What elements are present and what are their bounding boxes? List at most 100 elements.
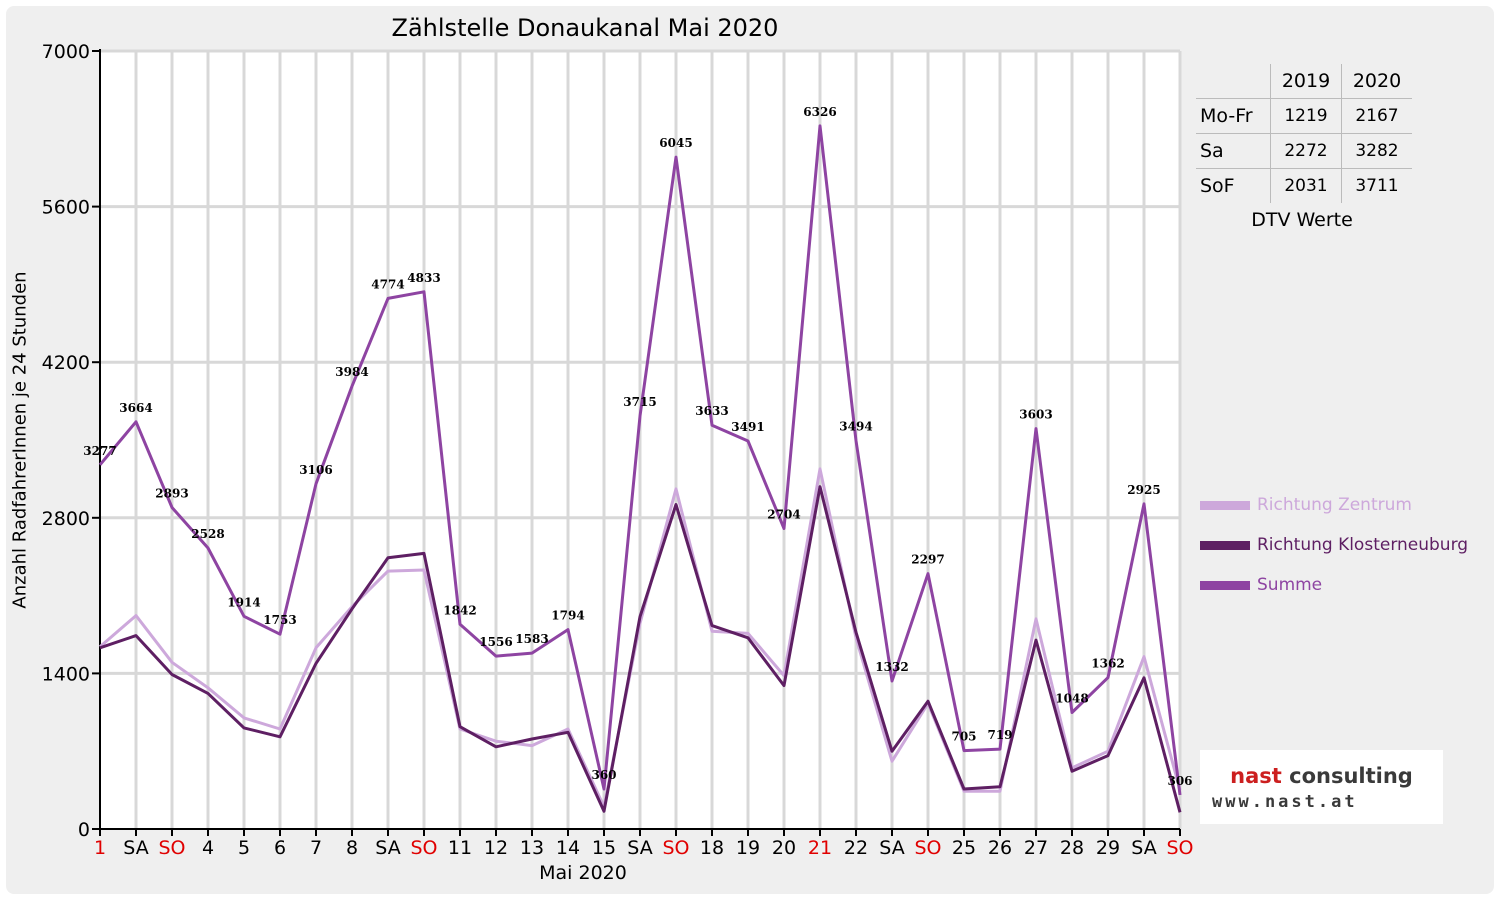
- series-line-summe: [98, 124, 1182, 796]
- logo-name-part2: consulting: [1281, 764, 1413, 788]
- x-tick-label: 1: [94, 837, 106, 859]
- dtv-row-sa: Sa 2272 3282: [1196, 133, 1412, 169]
- legend-label: Richtung Klosterneuburg: [1257, 535, 1469, 555]
- dtv-value-2020: 3711: [1341, 168, 1412, 203]
- x-tick-label: 5: [238, 837, 250, 859]
- data-label: 3984: [335, 365, 368, 379]
- y-tick-label: 4200: [42, 352, 90, 374]
- chart-title: Zählstelle Donaukanal Mai 2020: [391, 14, 779, 42]
- dtv-header-2020: 2020: [1341, 64, 1412, 99]
- x-tick-label: SA: [123, 837, 148, 859]
- dtv-row-label: Mo-Fr: [1196, 98, 1271, 134]
- data-label: 2528: [191, 527, 224, 541]
- data-label: 2704: [767, 507, 800, 521]
- dtv-row-mo-fr: Mo-Fr 1219 2167: [1196, 98, 1412, 134]
- x-tick-label: SO: [1166, 837, 1193, 859]
- series-lines: [98, 124, 1182, 813]
- data-label: 705: [951, 730, 976, 744]
- x-axis-label: Mai 2020: [539, 862, 627, 884]
- y-tick-label: 5600: [42, 197, 90, 219]
- dtv-header-empty: [1196, 64, 1271, 99]
- legend-item-richtung-klosterneuburg: Richtung Klosterneuburg: [1200, 534, 1468, 556]
- x-tick-label: 11: [448, 837, 472, 859]
- x-tick-label: 7: [310, 837, 322, 859]
- data-label: 2297: [911, 553, 944, 567]
- x-tick-label: 4: [202, 837, 214, 859]
- legend-item-summe: Summe: [1200, 574, 1322, 596]
- dtv-value-2020: 2167: [1341, 98, 1412, 134]
- x-tick-label: SA: [879, 837, 904, 859]
- grid-lines: [100, 49, 1182, 829]
- data-label: 4833: [407, 271, 440, 285]
- dtv-header-2019: 2019: [1270, 64, 1342, 99]
- x-tick-label: 19: [736, 837, 760, 859]
- x-tick-label: 21: [808, 837, 832, 859]
- axes: 0 1400 2800 4200 5600 7000 1 SA SO 4 5 6 7 8 SA SO 11 12 1…: [42, 41, 1194, 859]
- legend-item-richtung-zentrum: Richtung Zentrum: [1200, 494, 1412, 516]
- data-label: 1362: [1091, 657, 1124, 671]
- data-label: 719: [987, 728, 1012, 742]
- data-label: 2893: [155, 486, 188, 500]
- y-tick-label: 7000: [42, 41, 90, 63]
- data-label: 3603: [1019, 408, 1052, 422]
- data-label: 1556: [479, 635, 512, 649]
- series-line-richtung-klosterneuburg: [99, 485, 1182, 813]
- legend-swatch: [1200, 580, 1250, 590]
- data-label: 6045: [659, 136, 692, 150]
- y-tick-label: 2800: [42, 508, 90, 530]
- logo-url: www.nast.at: [1212, 792, 1358, 812]
- dtv-table: 2019 2020 Mo-Fr 1219 2167 Sa 2272 3282 S…: [1196, 64, 1412, 203]
- y-tick-label: 0: [78, 819, 90, 841]
- x-tick-label: 6: [274, 837, 286, 859]
- x-tick-label: 22: [844, 837, 868, 859]
- logo-name: nast consulting: [1200, 764, 1443, 788]
- x-tick-label: 13: [520, 837, 544, 859]
- x-tick-label: SO: [410, 837, 437, 859]
- x-tick-label: 27: [1024, 837, 1048, 859]
- logo-name-part1: nast: [1230, 764, 1282, 788]
- data-label: 360: [591, 768, 616, 782]
- dtv-value-2019: 1219: [1270, 98, 1342, 134]
- y-tick-label: 1400: [42, 663, 90, 685]
- nast-consulting-logo: nast consulting www.nast.at: [1200, 750, 1443, 824]
- legend-label: Summe: [1257, 575, 1323, 595]
- dtv-value-2019: 2031: [1270, 168, 1342, 203]
- data-label: 4774: [371, 277, 404, 291]
- data-label: 3494: [839, 420, 872, 434]
- x-tick-label: SA: [375, 837, 400, 859]
- data-label: 1842: [443, 603, 476, 617]
- x-tick-label: 25: [952, 837, 976, 859]
- data-label: 2925: [1127, 483, 1160, 497]
- data-label: 1914: [227, 595, 260, 609]
- data-label: 3106: [299, 463, 332, 477]
- data-label: 3633: [695, 404, 728, 418]
- legend-swatch: [1200, 500, 1250, 510]
- x-tick-label: 20: [772, 837, 796, 859]
- x-tick-label: 12: [484, 837, 508, 859]
- x-tick-label: SO: [662, 837, 689, 859]
- x-tick-label: SO: [158, 837, 185, 859]
- data-label: 1753: [263, 613, 296, 627]
- dtv-value-2019: 2272: [1270, 133, 1342, 169]
- dtv-value-2020: 3282: [1341, 133, 1412, 169]
- data-label: 3664: [119, 401, 152, 415]
- data-label: 3491: [731, 420, 764, 434]
- legend-label: Richtung Zentrum: [1257, 495, 1412, 515]
- data-label: 1583: [515, 632, 548, 646]
- x-tick-label: 26: [988, 837, 1012, 859]
- data-label: 306: [1167, 774, 1192, 788]
- data-label: 1332: [875, 660, 908, 674]
- x-tick-label: 29: [1096, 837, 1120, 859]
- data-label: 1048: [1055, 692, 1088, 706]
- data-label: 1794: [551, 609, 584, 623]
- dtv-header-row: 2019 2020: [1196, 64, 1412, 99]
- x-tick-label: 18: [700, 837, 724, 859]
- data-label: 6326: [803, 105, 836, 119]
- y-axis-label: Anzahl RadfahrerInnen je 24 Stunden: [9, 271, 31, 609]
- x-tick-label: 8: [346, 837, 358, 859]
- x-tick-label: 15: [592, 837, 616, 859]
- x-tick-label: SO: [914, 837, 941, 859]
- legend-swatch: [1200, 540, 1250, 550]
